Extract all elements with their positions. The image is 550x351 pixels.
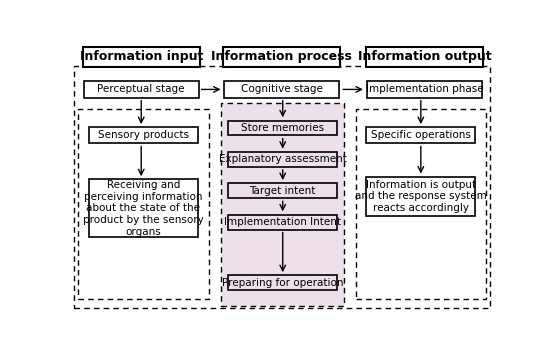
FancyBboxPatch shape	[78, 109, 208, 299]
Text: Perceptual stage: Perceptual stage	[97, 85, 185, 94]
FancyBboxPatch shape	[228, 152, 337, 167]
FancyBboxPatch shape	[366, 47, 483, 67]
Text: Store memories: Store memories	[241, 123, 324, 133]
FancyBboxPatch shape	[82, 47, 200, 67]
FancyBboxPatch shape	[224, 81, 339, 98]
FancyBboxPatch shape	[228, 183, 337, 198]
FancyBboxPatch shape	[89, 127, 197, 144]
FancyBboxPatch shape	[367, 81, 482, 98]
Text: Information output: Information output	[358, 51, 492, 64]
Text: Explanatory assessment: Explanatory assessment	[219, 154, 346, 164]
FancyBboxPatch shape	[221, 104, 344, 306]
Text: Implementation Intent: Implementation Intent	[224, 217, 341, 227]
Text: Information is output
and the response system
reacts accordingly: Information is output and the response s…	[355, 180, 487, 213]
Text: Cognitive stage: Cognitive stage	[241, 85, 323, 94]
FancyBboxPatch shape	[74, 66, 490, 307]
FancyBboxPatch shape	[89, 179, 197, 237]
FancyBboxPatch shape	[84, 81, 199, 98]
Text: Sensory products: Sensory products	[98, 130, 189, 140]
Text: Information input: Information input	[80, 51, 203, 64]
Text: Target intent: Target intent	[250, 186, 316, 196]
FancyBboxPatch shape	[228, 275, 337, 290]
Text: Preparing for operation: Preparing for operation	[222, 278, 344, 288]
FancyBboxPatch shape	[228, 121, 337, 135]
Text: Information process: Information process	[211, 51, 353, 64]
Text: Specific operations: Specific operations	[371, 130, 471, 140]
FancyBboxPatch shape	[356, 109, 486, 299]
Text: Implementation phase: Implementation phase	[366, 85, 483, 94]
FancyBboxPatch shape	[366, 127, 475, 144]
Text: Receiving and
perceiving information
about the state of the
product by the senso: Receiving and perceiving information abo…	[83, 180, 204, 237]
FancyBboxPatch shape	[366, 177, 475, 216]
FancyBboxPatch shape	[223, 47, 340, 67]
FancyBboxPatch shape	[228, 215, 337, 230]
